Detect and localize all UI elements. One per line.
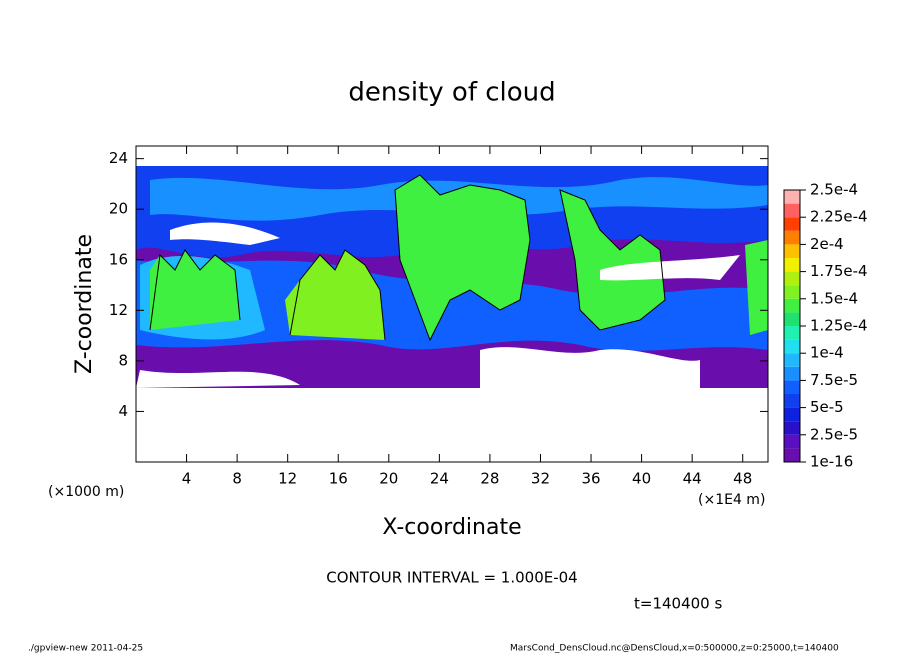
colorbar-swatch <box>784 298 800 313</box>
colorbar-swatch <box>784 203 800 218</box>
colorbar-swatch <box>784 434 800 449</box>
y-tick-label: 24 <box>109 149 128 167</box>
colorbar-swatch <box>784 271 800 286</box>
x-tick-label: 32 <box>531 470 550 488</box>
colorbar-swatch <box>784 407 800 422</box>
colorbar-swatch <box>784 394 800 408</box>
colorbar-label: 5e-5 <box>810 398 844 416</box>
y-tick-label: 16 <box>109 250 128 268</box>
time-label: t=140400 s <box>634 595 722 613</box>
colorbar-swatch <box>784 366 800 381</box>
x-unit-right: (×1E4 m) <box>698 492 765 508</box>
colorbar-label: 1.5e-4 <box>810 289 858 307</box>
y-tick-label: 8 <box>118 351 128 369</box>
colorbar-label: 1e-4 <box>810 344 844 362</box>
colorbar-swatch <box>784 285 800 299</box>
colorbar-label: 2e-4 <box>810 235 844 253</box>
x-tick-label: 12 <box>278 470 297 488</box>
x-unit-left: (×1000 m) <box>48 484 124 500</box>
colorbar-swatch <box>784 339 800 354</box>
y-tick-label: 20 <box>109 200 128 218</box>
x-tick-label: 40 <box>632 470 651 488</box>
x-tick-label: 16 <box>329 470 348 488</box>
contour-interval: CONTOUR INTERVAL = 1.000E-04 <box>326 569 577 587</box>
y-tick-label: 4 <box>118 402 128 420</box>
x-tick-label: 24 <box>430 470 449 488</box>
footer-left: ./gpview-new 2011-04-25 <box>28 644 143 654</box>
colorbar-label: 1.25e-4 <box>810 317 868 335</box>
x-tick-label: 4 <box>182 470 192 488</box>
density-field <box>136 166 768 462</box>
x-tick-label: 36 <box>581 470 600 488</box>
x-tick-label: 8 <box>232 470 242 488</box>
x-tick-label: 20 <box>379 470 398 488</box>
colorbar-swatch <box>784 353 800 367</box>
colorbar-swatch <box>784 380 800 394</box>
x-tick-label: 48 <box>733 470 752 488</box>
colorbar-swatch <box>784 190 800 204</box>
colorbar-label: 2.25e-4 <box>810 208 868 226</box>
colorbar-swatch <box>784 326 800 340</box>
chart-title: density of cloud <box>348 78 555 108</box>
colorbar-label: 1.75e-4 <box>810 262 868 280</box>
y-axis-label: Z-coordinate <box>72 234 97 374</box>
y-tick-label: 12 <box>109 301 128 319</box>
footer-right: MarsCond_DensCloud.nc@DensCloud,x=0:5000… <box>510 644 839 654</box>
colorbar-swatch <box>784 312 800 326</box>
x-tick-label: 28 <box>480 470 499 488</box>
colorbar-swatch <box>784 230 800 245</box>
colorbar-label: 1e-16 <box>810 453 853 471</box>
colorbar-swatch <box>784 421 800 435</box>
colorbar-swatch <box>784 258 800 272</box>
colorbar-label: 2.5e-4 <box>810 181 858 199</box>
x-axis-label: X-coordinate <box>382 515 521 540</box>
colorbar-swatch <box>784 217 800 231</box>
colorbar-label: 2.5e-5 <box>810 425 858 443</box>
colorbar-swatch <box>784 244 800 258</box>
colorbar-swatch <box>784 448 800 462</box>
colorbar-label: 7.5e-5 <box>810 371 858 389</box>
x-tick-label: 44 <box>683 470 702 488</box>
colorbar-frame <box>783 189 801 463</box>
plot-frame <box>135 145 769 463</box>
